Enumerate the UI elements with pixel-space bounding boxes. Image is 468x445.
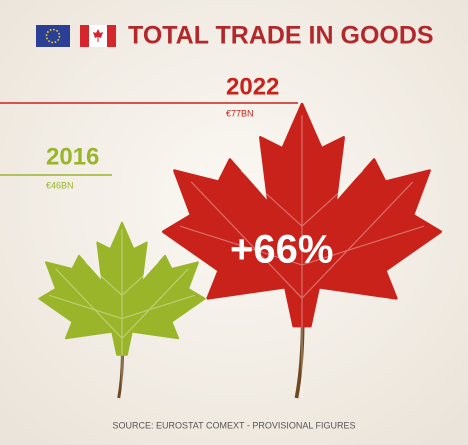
leaf-veins [179, 115, 425, 398]
source: SOURCE: EUROSTAT COMEXT - PROVISIONAL FI… [112, 420, 355, 430]
leaf-blade [38, 221, 206, 356]
category-label: 2022 [226, 73, 279, 100]
chart-title: TOTAL TRADE IN GOODS [128, 22, 434, 50]
value-label: €77BN [226, 108, 254, 118]
eu-flag [36, 25, 70, 47]
leaf [162, 102, 442, 399]
plot [38, 102, 442, 399]
leaf-blade [162, 102, 442, 328]
value-label: €46BN [46, 180, 74, 190]
annotation: +66% [230, 228, 333, 272]
leaf [38, 221, 206, 399]
category-label: 2016 [46, 143, 99, 170]
canada-flag [80, 25, 116, 47]
leaf-veins [48, 229, 196, 399]
